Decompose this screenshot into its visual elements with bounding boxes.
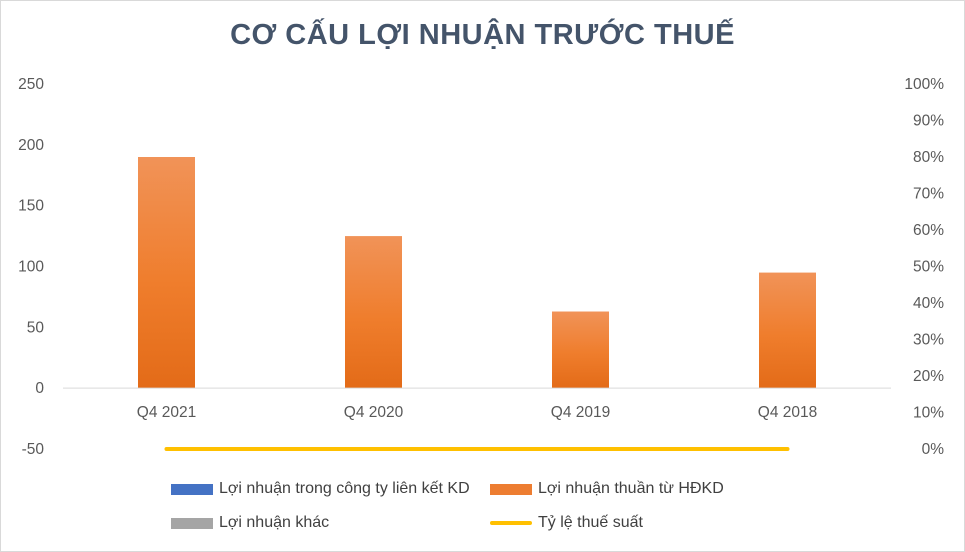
x-tick-label: Q4 2018 <box>758 404 817 421</box>
y-left-tick-label: 150 <box>18 198 44 215</box>
y-right-tick-label: 90% <box>913 113 944 130</box>
y-left-tick-label: -50 <box>22 441 45 458</box>
x-tick-label: Q4 2020 <box>344 404 404 421</box>
plot-area: 250 200 150 100 50 0 -50 100% 90% 80% 70% 60% 50% 40… <box>18 76 944 458</box>
y-left-tick-label: 50 <box>27 319 45 336</box>
y-right-tick-label: 10% <box>913 405 944 422</box>
y-right-tick-label: 60% <box>913 222 944 239</box>
y-left-tick-label: 200 <box>18 137 44 154</box>
y-right-tick-label: 50% <box>913 259 944 276</box>
y-axis-right: 100% 90% 80% 70% 60% 50% 40% 30% 20% 10% 0% <box>904 76 944 458</box>
y-right-tick-label: 30% <box>913 332 944 349</box>
bar-q4-2019 <box>552 311 609 389</box>
y-right-tick-label: 70% <box>913 186 944 203</box>
legend-label: Lợi nhuận trong công ty liên kết KD <box>219 480 470 497</box>
bar-q4-2018 <box>759 272 816 389</box>
legend-swatch-gray <box>171 517 213 529</box>
legend-swatch-blue <box>171 483 213 495</box>
y-right-tick-label: 100% <box>904 76 944 93</box>
x-axis-categories: Q4 2021 Q4 2020 Q4 2019 Q4 2018 <box>137 404 817 421</box>
legend-swatch-yellow-line <box>490 521 532 525</box>
y-left-tick-label: 100 <box>18 259 44 276</box>
bar-series <box>138 157 816 389</box>
y-axis-left: 250 200 150 100 50 0 -50 <box>18 76 44 458</box>
x-tick-label: Q4 2019 <box>551 404 610 421</box>
bar-q4-2021 <box>138 157 195 389</box>
y-right-tick-label: 20% <box>913 368 944 385</box>
y-right-tick-label: 40% <box>913 295 944 312</box>
legend-label: Lợi nhuận thuần từ HĐKD <box>538 480 724 497</box>
legend-label: Lợi nhuận khác <box>219 514 330 531</box>
legend-label: Tỷ lệ thuế suất <box>538 514 643 531</box>
y-right-tick-label: 0% <box>922 441 945 458</box>
y-right-tick-label: 80% <box>913 149 944 166</box>
legend-item-other-profit: Lợi nhuận khác <box>171 514 329 532</box>
legend-item-operating-profit: Lợi nhuận thuần từ HĐKD <box>490 480 724 498</box>
bar-q4-2020 <box>345 236 402 389</box>
legend-item-associates: Lợi nhuận trong công ty liên kết KD <box>171 480 470 498</box>
chart-title: CƠ CẤU LỢI NHUẬN TRƯỚC THUẾ <box>230 19 735 51</box>
legend-item-tax-rate: Tỷ lệ thuế suất <box>490 514 643 532</box>
legend-swatch-orange <box>490 483 532 495</box>
x-tick-label: Q4 2021 <box>137 404 196 421</box>
y-left-tick-label: 250 <box>18 76 44 93</box>
y-left-tick-label: 0 <box>35 380 44 397</box>
